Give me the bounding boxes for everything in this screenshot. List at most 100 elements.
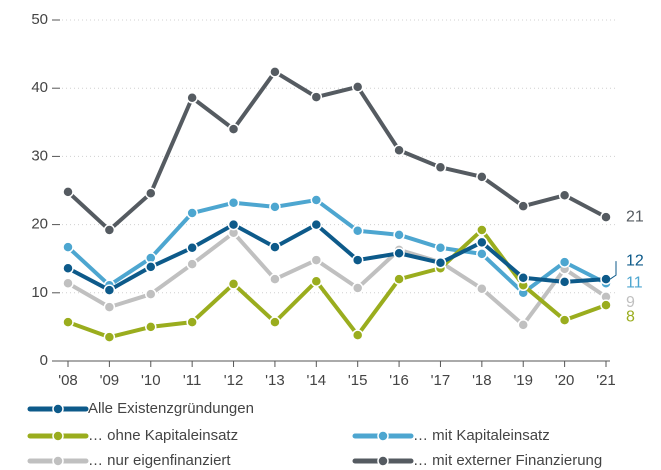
- legend-label: … ohne Kapitaleinsatz: [88, 427, 238, 444]
- legend-label: … nur eigenfinanziert: [88, 452, 231, 469]
- data-point: [186, 91, 198, 104]
- data-point: [476, 236, 488, 249]
- data-point: [517, 319, 529, 331]
- data-point: [62, 186, 74, 198]
- x-tick-label: '11: [183, 372, 201, 389]
- x-tick-label: '12: [224, 372, 244, 389]
- data-point: [186, 258, 198, 270]
- y-tick-label: 50: [31, 11, 48, 28]
- data-point: [269, 273, 281, 285]
- data-point: [62, 262, 74, 274]
- data-point: [62, 277, 74, 290]
- data-point: [103, 284, 116, 296]
- data-point: [310, 275, 323, 287]
- x-tick-label: '08: [58, 372, 78, 389]
- data-point: [476, 248, 488, 260]
- x-tick-label: '09: [100, 372, 120, 389]
- data-point: [600, 211, 612, 223]
- y-tick-label: 20: [31, 216, 48, 233]
- data-point: [269, 201, 281, 213]
- data-point: [393, 247, 405, 259]
- end-label: 11: [626, 274, 643, 291]
- data-point: [476, 224, 488, 236]
- end-label: 21: [626, 208, 644, 225]
- data-point: [434, 242, 447, 254]
- y-tick-label: 10: [31, 284, 48, 301]
- data-point: [351, 329, 364, 341]
- data-point: [62, 316, 74, 328]
- data-point: [310, 218, 323, 231]
- end-label: 8: [626, 308, 635, 325]
- x-tick-label: '10: [141, 372, 161, 389]
- x-tick-label: '16: [389, 372, 409, 389]
- x-tick-label: '13: [265, 372, 285, 389]
- legend-dot: [377, 455, 389, 467]
- data-point: [145, 261, 157, 273]
- data-point: [310, 91, 323, 103]
- data-point: [103, 224, 116, 236]
- x-tick-label: '19: [513, 372, 533, 389]
- x-tick-label: '17: [431, 372, 451, 389]
- series-line: [66, 198, 607, 295]
- x-tick-label: '18: [472, 372, 492, 389]
- legend-label: … mit Kapitaleinsatz: [413, 427, 550, 444]
- series-line: [67, 228, 607, 340]
- data-point: [476, 282, 488, 295]
- data-point: [600, 299, 612, 311]
- x-tick-label: '21: [596, 372, 616, 389]
- data-point: [269, 316, 281, 328]
- legend-dot: [52, 455, 64, 467]
- data-point: [227, 197, 240, 209]
- data-point: [227, 278, 240, 290]
- y-tick-label: 30: [31, 147, 48, 164]
- data-point: [145, 288, 157, 300]
- legend-dot: [52, 403, 64, 415]
- y-tick-label: 40: [31, 79, 48, 96]
- data-point: [269, 241, 281, 253]
- data-point: [227, 123, 240, 135]
- data-point: [434, 257, 447, 269]
- data-point: [186, 242, 198, 254]
- data-point: [227, 218, 240, 231]
- data-point: [186, 316, 198, 328]
- data-point: [517, 200, 529, 212]
- data-point: [103, 301, 116, 313]
- x-tick-label: '14: [307, 372, 327, 389]
- data-point: [269, 66, 281, 78]
- y-tick-label: 0: [40, 352, 48, 369]
- data-point: [558, 276, 571, 288]
- data-point: [393, 229, 405, 241]
- data-point: [558, 256, 571, 268]
- end-label: 9: [626, 294, 635, 311]
- data-point: [600, 273, 612, 285]
- data-point: [434, 161, 447, 174]
- x-tick-label: '15: [348, 372, 368, 389]
- data-point: [558, 314, 571, 326]
- end-label: 12: [626, 252, 644, 269]
- data-point: [145, 321, 157, 333]
- data-point: [393, 273, 405, 285]
- data-point: [310, 254, 323, 266]
- data-point: [62, 241, 74, 253]
- data-point: [186, 207, 198, 219]
- series-line: [67, 222, 607, 293]
- data-point: [351, 282, 364, 294]
- legend-label: Alle Existenzgründungen: [88, 400, 254, 417]
- data-point: [517, 272, 529, 284]
- legend-label: … mit externer Finanzierung: [413, 452, 602, 469]
- series-line: [66, 69, 607, 233]
- series-line: [67, 230, 608, 327]
- data-point: [351, 254, 364, 266]
- data-point: [103, 331, 116, 343]
- data-point: [558, 189, 571, 202]
- data-point: [476, 171, 488, 183]
- data-point: [351, 81, 364, 93]
- data-point: [393, 144, 405, 157]
- data-point: [351, 224, 364, 237]
- end-label-leader: [609, 261, 617, 280]
- data-point: [145, 187, 157, 199]
- data-point: [310, 194, 323, 206]
- x-tick-label: '20: [555, 372, 575, 389]
- legend-dot: [377, 430, 389, 442]
